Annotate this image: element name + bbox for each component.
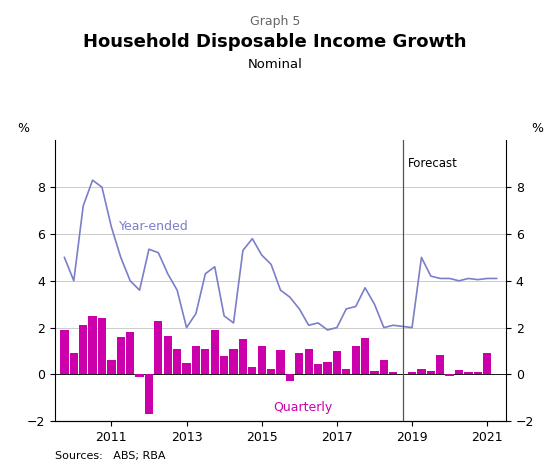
Bar [154,321,162,374]
Text: Graph 5: Graph 5 [250,15,300,28]
Bar [98,318,106,374]
Bar [455,370,463,374]
Bar [417,369,426,374]
Bar [126,332,134,374]
Bar [370,371,378,374]
Bar [220,356,228,374]
Bar [474,372,482,374]
Bar [333,351,341,374]
Text: %: % [531,122,543,135]
Bar [305,349,313,374]
Bar [192,346,200,374]
Bar [483,353,491,374]
Bar [295,353,304,374]
Bar [436,355,444,374]
Bar [70,353,78,374]
Bar [60,330,69,374]
Text: Household Disposable Income Growth: Household Disposable Income Growth [83,33,467,51]
Bar [267,369,275,374]
Bar [248,367,256,374]
Text: Sources:   ABS; RBA: Sources: ABS; RBA [55,451,166,461]
Bar [79,325,87,374]
Bar [201,349,210,374]
Bar [408,372,416,374]
Text: Nominal: Nominal [248,58,302,71]
Bar [239,339,247,374]
Text: %: % [18,122,30,135]
Bar [163,336,172,374]
Bar [314,364,322,374]
Bar [107,360,116,374]
Text: Quarterly: Quarterly [273,401,332,414]
Bar [379,360,388,374]
Bar [173,349,182,374]
Bar [135,374,144,377]
Bar [361,338,369,374]
Bar [183,363,191,374]
Bar [89,316,97,374]
Text: Year-ended: Year-ended [119,220,189,234]
Bar [211,330,219,374]
Bar [145,374,153,414]
Bar [229,349,238,374]
Bar [342,369,350,374]
Bar [464,372,472,374]
Text: Forecast: Forecast [408,157,458,170]
Bar [257,346,266,374]
Bar [117,337,125,374]
Bar [351,346,360,374]
Bar [427,371,435,374]
Bar [446,374,454,375]
Bar [276,350,285,374]
Bar [389,372,398,374]
Bar [323,361,332,374]
Bar [286,374,294,381]
